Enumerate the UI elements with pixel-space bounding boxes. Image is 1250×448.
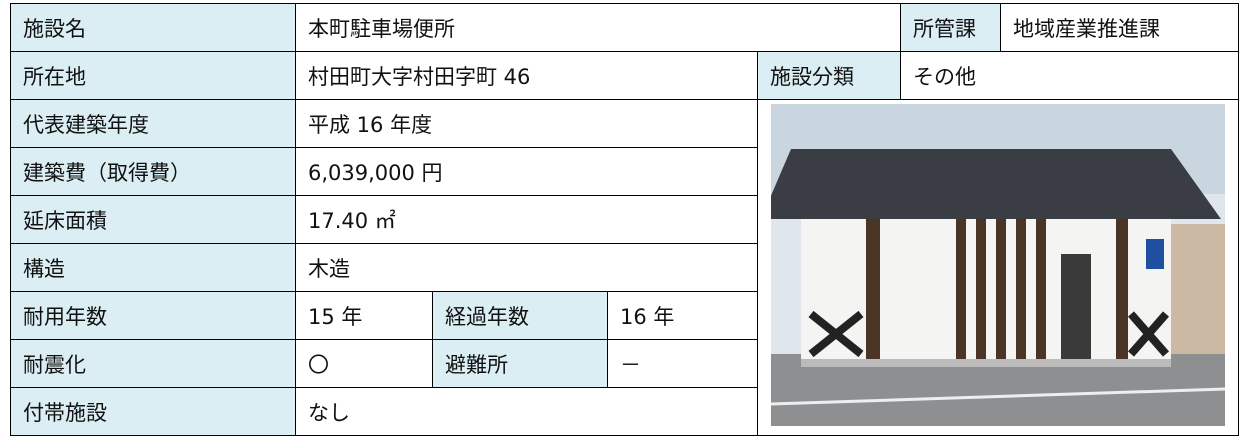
facility-table: 施設名 本町駐車場便所 所管課 地域産業推進課 所在地 村田町大字村田字町 46… (10, 3, 1239, 436)
row: 構造 木造 (10, 243, 1239, 292)
label-cell: 付帯施設 (10, 387, 296, 436)
value-cell: 地域産業推進課 (1000, 3, 1239, 52)
label-cell: 避難所 (432, 339, 608, 388)
label-cell: 耐震化 (10, 339, 296, 388)
row: 建築費（取得費） 6,039,000 円 (10, 147, 1239, 196)
value-cell: 15 年 (295, 291, 433, 340)
value-cell: 17.40 ㎡ (295, 195, 758, 244)
value-cell: 本町駐車場便所 (295, 3, 901, 52)
row: 付帯施設 なし (10, 387, 1239, 436)
row: 代表建築年度 平成 16 年度 (10, 99, 1239, 436)
row: 所在地 村田町大字村田字町 46 施設分類 その他 (10, 51, 1239, 100)
value-cell: 6,039,000 円 (295, 147, 758, 196)
label-cell: 耐用年数 (10, 291, 296, 340)
label-cell: 経過年数 (432, 291, 608, 340)
building-photo (761, 104, 1226, 426)
label-cell: 代表建築年度 (10, 99, 296, 148)
label-cell: 施設名 (10, 3, 296, 52)
label-cell: 所管課 (900, 3, 1001, 52)
label-cell: 構造 (10, 243, 296, 292)
label-cell: 延床面積 (10, 195, 296, 244)
label-cell: 建築費（取得費） (10, 147, 296, 196)
row: 施設名 本町駐車場便所 所管課 地域産業推進課 (10, 3, 1239, 52)
value-cell: － (607, 339, 758, 388)
value-cell: 平成 16 年度 (295, 99, 758, 148)
value-cell: 木造 (295, 243, 758, 292)
value-cell: 村田町大字村田字町 46 (295, 51, 758, 100)
label-cell: 所在地 (10, 51, 296, 100)
label-cell: 施設分類 (757, 51, 901, 100)
value-cell: その他 (900, 51, 1239, 100)
row: 耐震化 〇 避難所 － (10, 339, 1239, 388)
value-cell: 16 年 (607, 291, 758, 340)
row: 耐用年数 15 年 経過年数 16 年 (10, 291, 1239, 340)
photo-cell (757, 99, 1239, 436)
value-cell: 〇 (295, 339, 433, 388)
value-cell: なし (295, 387, 758, 436)
